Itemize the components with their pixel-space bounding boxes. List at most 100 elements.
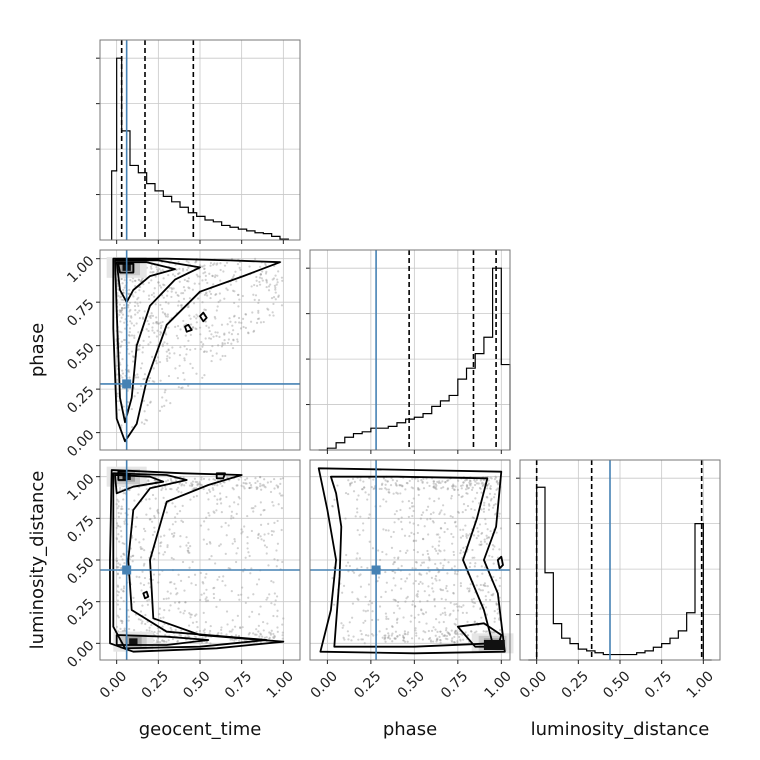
panel-phase-luminosity_distance-sample-point	[453, 583, 456, 587]
panel-geocent_time-luminosity_distance-sample-point	[179, 611, 182, 614]
panel-geocent_time-luminosity_distance-sample-point	[191, 621, 195, 624]
panel-phase-luminosity_distance-sample-point	[366, 566, 369, 570]
panel-phase-luminosity_distance-sample-point	[331, 577, 334, 580]
panel-geocent_time-luminosity_distance-sample-point	[141, 570, 144, 573]
panel-geocent_time-luminosity_distance-sample-point	[122, 600, 125, 603]
panel-phase-luminosity_distance-sample-point	[360, 488, 364, 491]
panel-geocent_time-luminosity_distance-sample-point	[132, 554, 135, 557]
panel-geocent_time-luminosity_distance-sample-point	[259, 485, 262, 488]
panel-geocent_time-luminosity_distance-sample-point	[179, 545, 182, 548]
panel-geocent_time-luminosity_distance-sample-point	[137, 493, 140, 496]
panel-geocent_time-phase-sample-point	[116, 395, 119, 398]
panel-geocent_time-luminosity_distance-sample-point	[226, 623, 229, 626]
panel-geocent_time-luminosity_distance-sample-point	[211, 486, 214, 490]
panel-geocent_time-luminosity_distance-sample-point	[117, 533, 120, 536]
panel-phase-luminosity_distance-sample-point	[399, 587, 403, 590]
panel-geocent_time-luminosity_distance-sample-point	[144, 613, 147, 617]
panel-geocent_time-phase-sample-point	[204, 292, 207, 295]
panel-geocent_time-luminosity_distance-sample-point	[189, 613, 192, 616]
panel-geocent_time-luminosity_distance-sample-point	[208, 557, 211, 561]
panel-phase-luminosity_distance-sample-point	[382, 528, 385, 531]
panel-phase-luminosity_distance-sample-point	[478, 588, 481, 591]
panel-geocent_time-luminosity_distance-sample-point	[246, 547, 249, 550]
panel-geocent_time-phase-sample-point	[117, 288, 120, 291]
panel-geocent_time-luminosity_distance-sample-point	[280, 528, 283, 532]
hist-luminosity_distance-step-line	[528, 486, 712, 661]
panel-geocent_time-luminosity_distance-sample-point	[242, 485, 245, 488]
panel-geocent_time-luminosity_distance-sample-point	[180, 519, 183, 522]
panel-geocent_time-phase-sample-point	[265, 281, 268, 284]
panel-geocent_time-luminosity_distance-sample-point	[144, 529, 147, 533]
panel-geocent_time-luminosity_distance-sample-point	[259, 501, 262, 504]
panel-geocent_time-phase-sample-point	[133, 336, 136, 339]
panel-geocent_time-phase-sample-point	[143, 410, 146, 413]
panel-geocent_time-luminosity_distance-sample-point	[179, 579, 183, 582]
panel-phase-luminosity_distance-sample-point	[420, 513, 423, 517]
panel-geocent_time-luminosity_distance-sample-point	[257, 533, 260, 537]
panel-geocent_time-luminosity_distance-sample-point	[254, 477, 257, 480]
panel-phase-luminosity_distance-sample-point	[467, 486, 471, 490]
panel-geocent_time-luminosity_distance-sample-point	[184, 635, 187, 638]
panel-phase-luminosity_distance-sample-point	[355, 557, 358, 560]
panel-phase-luminosity_distance-sample-point	[479, 583, 482, 587]
panel-geocent_time-phase-sample-point	[218, 292, 221, 295]
panel-phase-luminosity_distance-sample-point	[437, 571, 440, 574]
panel-geocent_time-luminosity_distance-sample-point	[213, 511, 216, 514]
panel-geocent_time-luminosity_distance-sample-point	[220, 626, 223, 629]
panel-geocent_time-luminosity_distance-sample-point	[265, 546, 268, 549]
panel-geocent_time-phase-contour-3	[117, 263, 135, 274]
panel-phase-luminosity_distance-sample-point	[461, 611, 464, 614]
panel-geocent_time-phase-sample-point	[129, 320, 132, 323]
panel-phase-luminosity_distance-sample-point	[394, 599, 397, 602]
panel-phase-luminosity_distance-sample-point	[420, 479, 423, 482]
panel-geocent_time-phase-sample-point	[189, 348, 192, 351]
panel-geocent_time-luminosity_distance-sample-point	[276, 542, 280, 545]
panel-geocent_time-phase-sample-point	[186, 306, 189, 309]
panel-phase-luminosity_distance-sample-point	[392, 611, 396, 614]
panel-phase-luminosity_distance-sample-point	[438, 536, 441, 539]
panel-geocent_time-phase-sample-point	[258, 280, 261, 284]
panel-phase-luminosity_distance-sample-point	[450, 485, 454, 488]
panel-phase-luminosity_distance-sample-point	[429, 639, 432, 642]
panel-geocent_time-phase-sample-point	[257, 301, 260, 304]
panel-phase-luminosity_distance-sample-point	[434, 482, 437, 486]
panel-phase-luminosity_distance-sample-point	[491, 555, 494, 558]
panel-geocent_time-phase-sample-point	[261, 279, 264, 282]
panel-phase-luminosity_distance-sample-point	[404, 600, 407, 603]
panel-geocent_time-luminosity_distance-sample-point	[256, 480, 259, 483]
panel-geocent_time-phase-sample-point	[128, 327, 132, 330]
panel-geocent_time-phase-sample-point	[185, 353, 188, 356]
panel-phase-luminosity_distance-sample-point	[380, 483, 384, 487]
panel-phase-luminosity_distance-sample-point	[472, 597, 476, 600]
panel-geocent_time-luminosity_distance-sample-point	[117, 515, 120, 518]
panel-phase-luminosity_distance-sample-point	[384, 634, 387, 637]
panel-phase-luminosity_distance-sample-point	[498, 617, 501, 620]
panel-geocent_time-phase-sample-point	[215, 352, 218, 355]
panel-phase-luminosity_distance-sample-point	[494, 502, 497, 506]
panel-geocent_time-phase-sample-point	[267, 285, 271, 288]
panel-geocent_time-luminosity_distance-sample-point	[156, 640, 159, 644]
panel-phase-luminosity_distance-sample-point	[392, 492, 395, 495]
panel-geocent_time-phase-sample-point	[250, 285, 253, 288]
panel-geocent_time-luminosity_distance-sample-point	[188, 551, 191, 554]
panel-geocent_time-luminosity_distance-sample-point	[123, 629, 126, 632]
panel-geocent_time-luminosity_distance-sample-point	[231, 628, 234, 631]
panel-phase-luminosity_distance-sample-point	[412, 487, 415, 490]
panel-geocent_time-phase-sample-point	[219, 262, 222, 265]
panel-geocent_time-phase-sample-point	[142, 283, 145, 286]
panel-geocent_time-phase-sample-point	[149, 271, 152, 274]
panel-geocent_time-phase-sample-point	[165, 357, 168, 360]
panel-geocent_time-luminosity_distance-sample-point	[171, 523, 175, 526]
panel-geocent_time-luminosity_distance-sample-point	[236, 547, 239, 550]
panel-geocent_time-luminosity_distance-sample-point	[208, 478, 211, 481]
panel-geocent_time-luminosity_distance-sample-point	[152, 573, 156, 576]
panel-geocent_time-phase-sample-point	[161, 311, 164, 314]
panel-geocent_time-luminosity_distance-sample-point	[193, 477, 196, 480]
panel-geocent_time-luminosity_distance-sample-point	[202, 611, 205, 614]
panel-phase-luminosity_distance-sample-point	[485, 630, 489, 633]
panel-geocent_time-luminosity_distance-sample-point	[272, 581, 275, 584]
panel-phase-luminosity_distance-sample-point	[418, 637, 421, 640]
panel-geocent_time-phase-sample-point	[141, 346, 145, 349]
panel-geocent_time-phase-sample-point	[209, 349, 212, 352]
panel-phase-luminosity_distance-sample-point	[464, 631, 467, 634]
